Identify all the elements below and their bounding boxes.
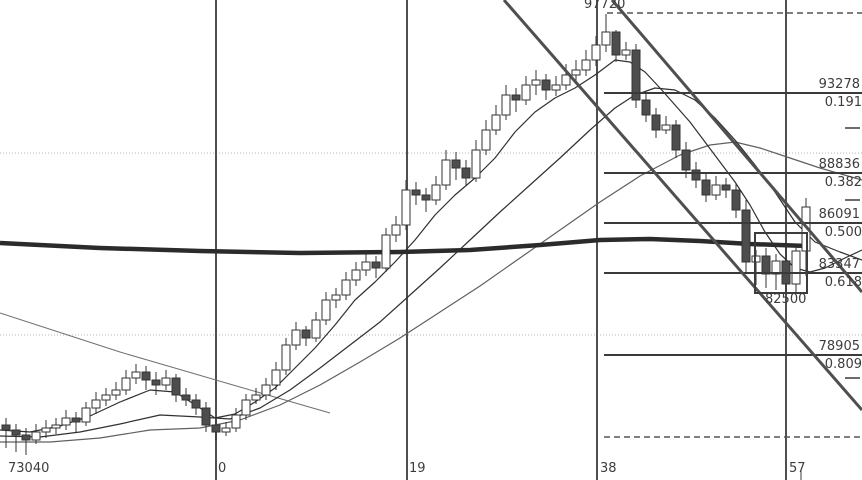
fib-price-label: 83347 xyxy=(818,257,860,272)
ma-slow-line xyxy=(0,141,862,443)
fib-high-price-label: 97720 xyxy=(584,0,626,12)
rectangle-price-label: 82500 xyxy=(765,292,807,307)
x-axis-tick-label: 57 xyxy=(789,461,806,476)
ma-fast-line xyxy=(0,59,862,433)
x-axis-tick-label: 73040 xyxy=(8,461,50,476)
fib-price-label: 78905 xyxy=(818,339,860,354)
trend-channel[interactable] xyxy=(502,0,862,411)
fib-ratio-label: 0.382 xyxy=(824,175,862,190)
fib-ratio-label: 0.500 xyxy=(824,225,862,240)
old-trendline[interactable] xyxy=(0,312,331,414)
fib-ratio-label: 0.618 xyxy=(824,275,862,290)
fib-price-label: 93278 xyxy=(818,77,860,92)
fib-ratio-label: 0.191 xyxy=(824,95,862,110)
channel-line xyxy=(610,0,862,293)
x-axis-tick-label: 0 xyxy=(218,461,227,476)
fib-ratio-label: 0.809 xyxy=(824,357,862,372)
fib-retracement[interactable] xyxy=(604,12,862,438)
rectangle-object[interactable] xyxy=(754,232,808,294)
right-edge-dashes xyxy=(845,127,860,379)
fib-price-label: 88836 xyxy=(818,157,860,172)
x-axis-tick-label: 19 xyxy=(409,461,426,476)
thick-ma-line xyxy=(0,236,808,256)
fib-price-label: 86091 xyxy=(818,207,860,222)
candles xyxy=(1,14,811,455)
x-axis-tick-label: 38 xyxy=(600,461,617,476)
channel-line xyxy=(502,0,862,411)
